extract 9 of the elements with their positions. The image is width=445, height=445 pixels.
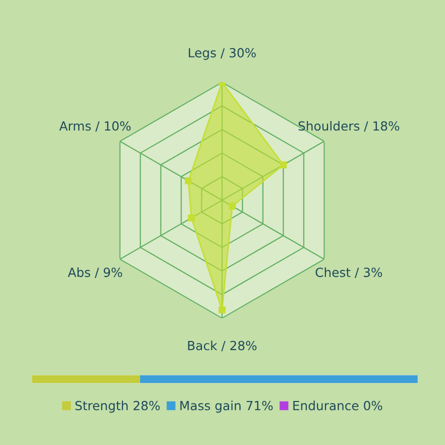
- spoke-label: Abs / 9%: [68, 267, 122, 278]
- spoke-label: Shoulders / 18%: [298, 121, 400, 132]
- spoke-label: Back / 28%: [188, 340, 257, 352]
- spoke-label: Legs / 30%: [188, 48, 256, 60]
- spoke-label: Chest / 3%: [316, 267, 382, 278]
- legend-label: Mass gain 71%: [180, 400, 273, 413]
- spoke-label: Arms / 10%: [59, 121, 131, 132]
- legend-label: Strength 28%: [75, 400, 160, 413]
- legend-label: Endurance 0%: [293, 400, 382, 410]
